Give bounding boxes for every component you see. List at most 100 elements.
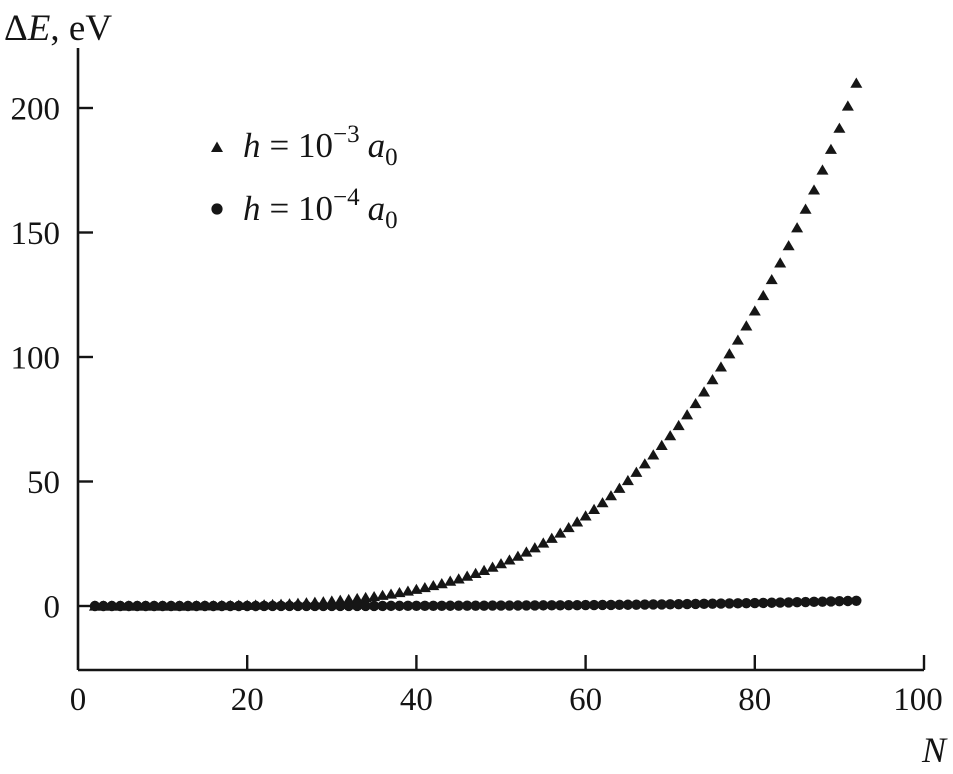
legend2-variable: h [243, 189, 261, 228]
triangle-data-point [655, 439, 668, 450]
triangle-data-point [554, 527, 567, 538]
circle-data-point [495, 600, 507, 611]
legend1-unit-sub: 0 [385, 144, 398, 171]
circle-data-point [343, 600, 354, 612]
circle-data-point [774, 597, 786, 608]
triangle-data-point [748, 305, 761, 316]
circle-data-point [377, 600, 388, 612]
series-circle [89, 595, 862, 612]
circle-data-point [157, 600, 168, 612]
circle-data-point [419, 600, 431, 612]
x-tick-label: 80 [738, 682, 771, 718]
circle-data-point [783, 597, 794, 608]
triangle-data-point [495, 558, 507, 569]
triangle-data-point [723, 348, 736, 359]
circle-data-point [504, 600, 515, 611]
legend1-equals-base: = 10 [270, 126, 334, 165]
circle-data-point [428, 600, 439, 612]
circle-data-point [597, 599, 608, 611]
circle-data-point [140, 600, 151, 612]
delta-symbol: Δ [4, 8, 28, 49]
y-tick-label: 100 [11, 341, 61, 377]
triangle-data-point [689, 397, 702, 409]
triangle-data-point [808, 184, 821, 195]
circle-data-point [681, 598, 693, 610]
circle-data-point [199, 600, 211, 612]
legend2-unit: a [368, 189, 386, 228]
triangle-data-point [520, 546, 533, 557]
triangle-legend-marker [211, 141, 223, 152]
circle-data-point [208, 600, 219, 612]
legend2-unit-sub: 0 [385, 207, 398, 234]
circle-data-point [648, 599, 659, 610]
triangle-data-point [698, 386, 711, 397]
circle-data-point [555, 600, 566, 611]
x-axis-ticks: 0 20 40 60 80 100 [70, 655, 943, 718]
triangle-data-point [765, 273, 778, 285]
circle-data-point [445, 600, 456, 611]
circle-data-point [326, 600, 337, 612]
circle-data-point [250, 600, 261, 612]
triangle-data-point [638, 458, 651, 469]
x-tick-label: 20 [231, 682, 264, 718]
x-tick-label: 60 [569, 682, 602, 718]
triangle-data-point [791, 222, 804, 233]
triangle-data-point [672, 419, 685, 431]
circle-data-point [335, 600, 346, 612]
circle-data-point [741, 597, 752, 609]
circle-data-point [614, 599, 625, 611]
triangle-data-point [545, 532, 558, 543]
triangle-data-point [418, 581, 431, 593]
circle-data-point [453, 600, 464, 611]
circle-data-point [487, 600, 498, 611]
circle-data-point [275, 600, 287, 612]
circle-data-point [394, 600, 405, 612]
legend: h = 10−3 a0 h = 10−4 a0 [211, 121, 398, 234]
y-tick-label: 200 [11, 92, 61, 128]
circle-data-point [174, 600, 185, 612]
triangle-data-point [782, 240, 795, 251]
circle-data-point [385, 600, 397, 612]
circle-data-point [478, 600, 490, 611]
circle-data-point [834, 596, 845, 607]
circle-data-point [800, 596, 811, 608]
legend-item-1: h = 10−3 a0 [211, 121, 398, 171]
y-axis-ticks: 0 50 100 150 200 [11, 92, 93, 626]
triangle-data-point [841, 100, 854, 111]
triangle-data-point [368, 590, 381, 602]
triangle-data-point [571, 516, 584, 527]
legend-label-2: h = 10−4 a0 [243, 184, 398, 234]
circle-data-point [766, 597, 777, 608]
legend1-variable: h [243, 126, 261, 165]
triangle-data-point [604, 490, 617, 501]
triangle-data-point [816, 164, 829, 175]
circle-data-point [182, 600, 194, 612]
triangle-data-point [740, 320, 753, 331]
y-axis-title: ΔE, eV [4, 8, 112, 49]
circle-data-point [216, 600, 228, 612]
circle-data-point [318, 600, 329, 612]
triangle-data-point [511, 550, 524, 561]
circle-data-point [242, 600, 253, 612]
circle-data-point [436, 600, 447, 611]
triangle-data-point [596, 497, 609, 508]
circle-data-point [546, 600, 557, 611]
y-axis-variable: E [27, 8, 51, 49]
triangle-data-point [833, 122, 846, 133]
circle-data-point [690, 598, 701, 610]
legend-item-2: h = 10−4 a0 [211, 184, 398, 234]
circle-data-point [123, 600, 134, 612]
circle-data-point [284, 600, 295, 612]
legend-label-1: h = 10−3 a0 [243, 121, 398, 171]
x-tick-label: 100 [893, 682, 943, 718]
triangle-data-point [579, 510, 592, 521]
circle-data-point [225, 600, 236, 612]
series-triangle [88, 77, 863, 611]
circle-data-point [402, 600, 414, 612]
circle-data-point [749, 597, 760, 609]
circle-data-point [715, 598, 727, 609]
circle-data-point [588, 599, 600, 611]
circle-data-point [639, 599, 651, 610]
triangle-data-point [359, 591, 372, 603]
